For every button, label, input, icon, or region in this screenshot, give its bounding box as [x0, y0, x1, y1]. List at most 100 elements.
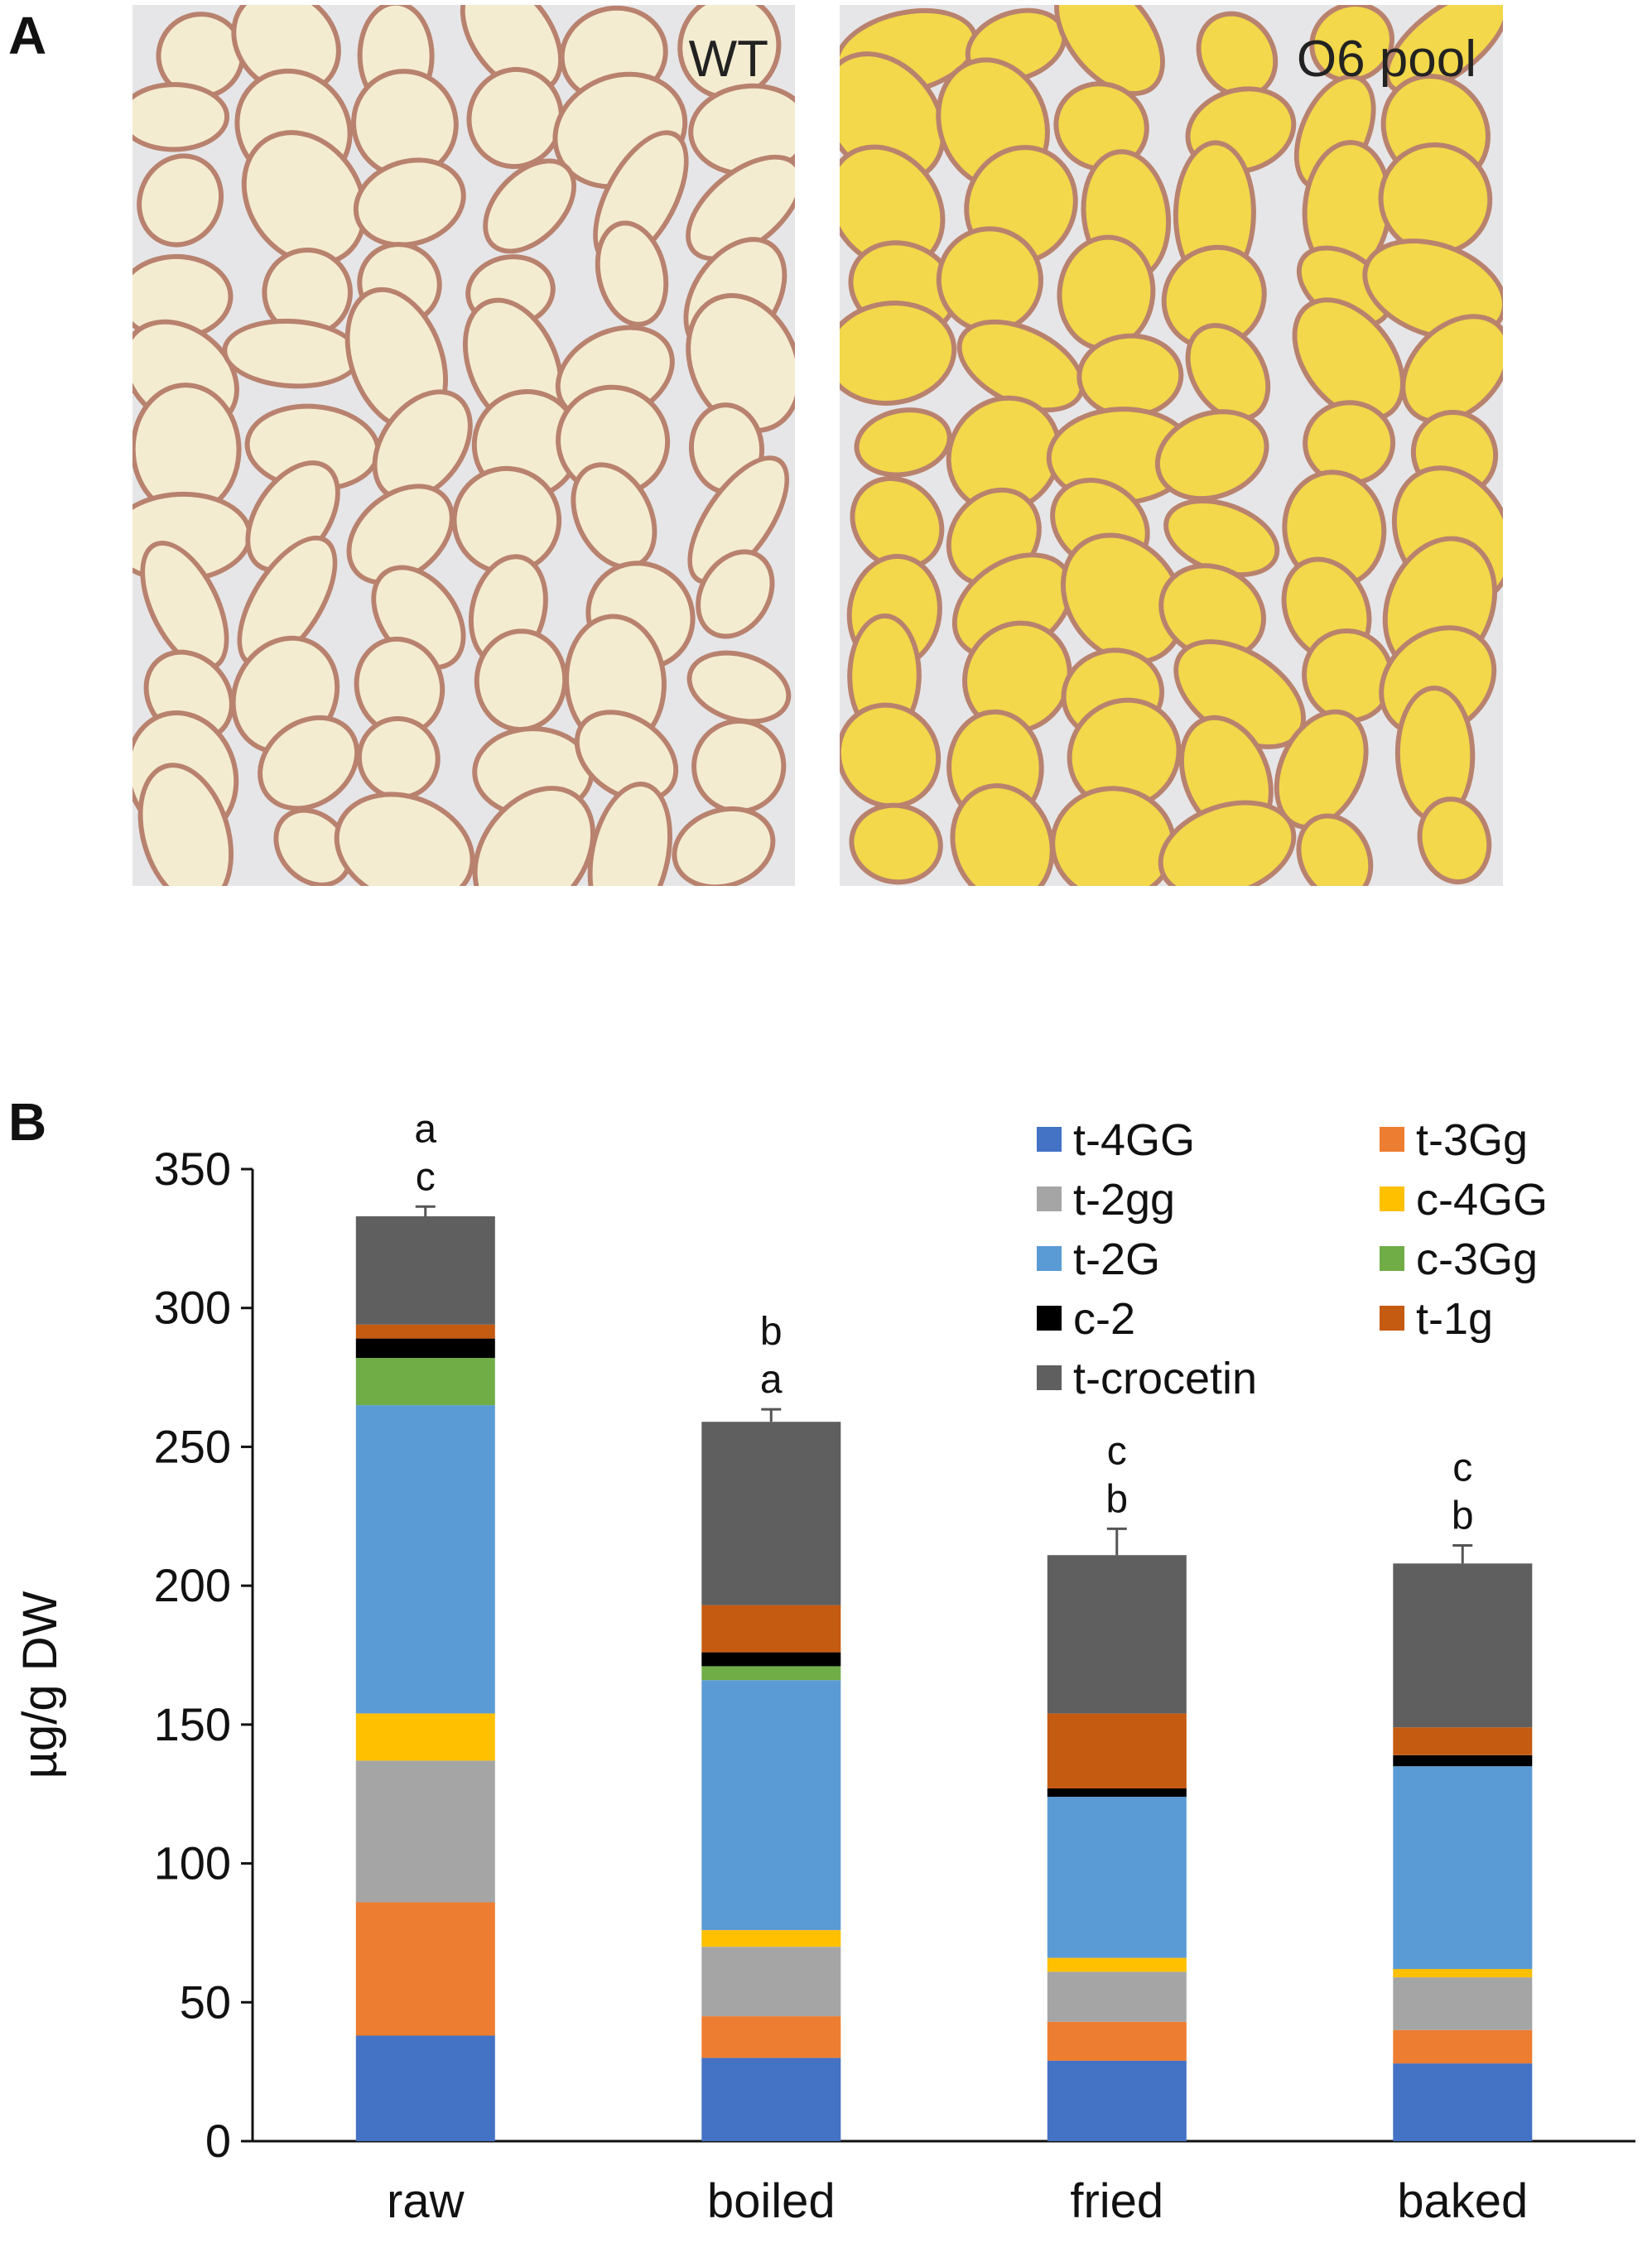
- potato-slice: [1067, 697, 1182, 811]
- significance-letter: b: [1452, 1495, 1474, 1538]
- legend-label: c-4GG: [1416, 1175, 1548, 1225]
- bar-segment-baked-t-1g: [1393, 1727, 1533, 1755]
- panel-letter-b: B: [8, 1092, 47, 1152]
- potato-slice: [156, 12, 245, 99]
- bar-segment-raw-c-2: [355, 1338, 495, 1359]
- potato-slice: [483, 158, 576, 254]
- potato-slice: [132, 253, 234, 341]
- legend-label: t-crocetin: [1073, 1354, 1257, 1403]
- potato-slice: [688, 83, 795, 177]
- potato-slice: [1292, 297, 1405, 422]
- potato-slice: [936, 226, 1043, 335]
- potato-slice: [353, 157, 466, 248]
- potato-slice: [1417, 797, 1492, 885]
- legend-swatch: [1380, 1306, 1404, 1331]
- significance-letter: c: [1452, 1446, 1472, 1490]
- y-tick-label: 200: [154, 1559, 231, 1611]
- potato-slice: [262, 247, 353, 338]
- potato-slice: [1161, 244, 1267, 350]
- bar-segment-fried-t-crocetin: [1047, 1555, 1187, 1714]
- potato-slice: [1060, 532, 1186, 665]
- x-tick-label-fried: fried: [1070, 2174, 1163, 2228]
- bar-segment-boiled-t-crocetin: [701, 1422, 841, 1605]
- bar-segment-raw-c-3Gg: [355, 1358, 495, 1406]
- potato-slice: [237, 535, 338, 668]
- potato-slice: [1400, 314, 1503, 425]
- potato-slice: [849, 802, 943, 885]
- bar-segment-fried-t-1g: [1047, 1713, 1187, 1788]
- potato-slice: [840, 702, 942, 809]
- bar-segment-baked-c-2: [1393, 1754, 1533, 1767]
- bar-segment-boiled-c-3Gg: [701, 1666, 841, 1681]
- legend-swatch: [1037, 1306, 1062, 1331]
- significance-letter: a: [760, 1358, 783, 1402]
- bar-segment-baked-c-4GG: [1393, 1969, 1533, 1978]
- legend-swatch: [1380, 1246, 1404, 1271]
- potato-slice: [356, 716, 441, 801]
- potato-slice: [1057, 234, 1156, 352]
- bar-segment-boiled-t-4GG: [701, 2058, 841, 2141]
- photo-wt-label: WT: [688, 31, 768, 88]
- wt-potato-illustration: [132, 5, 795, 886]
- potato-slice: [677, 5, 782, 100]
- legend-swatch: [1037, 1246, 1062, 1271]
- potato-slice: [334, 792, 475, 886]
- potato-slice: [574, 710, 679, 802]
- potato-slice: [587, 782, 672, 886]
- x-tick-label-raw: raw: [387, 2174, 465, 2228]
- potato-slice: [137, 153, 224, 248]
- bar-segment-raw-t-3Gg: [355, 1902, 495, 2036]
- potato-slice: [950, 783, 1055, 886]
- potato-slice: [1196, 11, 1279, 99]
- potato-slice: [691, 718, 787, 815]
- potato-slice: [1274, 709, 1369, 830]
- significance-letter: b: [1105, 1477, 1128, 1521]
- bar-segment-raw-t-2gg: [355, 1760, 495, 1903]
- potato-slice: [1053, 81, 1149, 172]
- potato-slice: [466, 66, 564, 170]
- bar-segment-fried-t-2G: [1047, 1797, 1187, 1958]
- y-tick-label: 250: [154, 1420, 231, 1472]
- y-tick-label: 150: [154, 1698, 231, 1750]
- legend-label: t-3Gg: [1416, 1115, 1528, 1165]
- potato-slice: [840, 301, 957, 406]
- y-tick-label: 300: [154, 1282, 231, 1334]
- legend-label: t-2gg: [1073, 1175, 1175, 1225]
- potato-slice: [1076, 333, 1184, 419]
- bar-segment-baked-t-4GG: [1393, 2063, 1533, 2141]
- significance-letter: c: [416, 1155, 436, 1199]
- bar-segment-boiled-t-1g: [701, 1605, 841, 1653]
- bar-segment-raw-t-crocetin: [355, 1216, 495, 1325]
- photo-o6-potatoes: O6 pool: [840, 5, 1503, 886]
- potato-slice: [346, 484, 455, 585]
- potato-slice: [686, 293, 795, 433]
- potato-slice: [132, 383, 242, 517]
- potato-slice: [137, 763, 234, 886]
- x-tick-label-boiled: boiled: [707, 2174, 836, 2228]
- potato-slice: [850, 475, 945, 570]
- potato-slice: [1309, 5, 1394, 84]
- legend-item-t-4GG: t-4GG: [1037, 1115, 1195, 1165]
- potato-slice: [1384, 5, 1503, 95]
- potato-slice: [1154, 409, 1269, 502]
- significance-letter: c: [1107, 1429, 1127, 1473]
- bar-segment-boiled-c-2: [701, 1652, 841, 1667]
- panel-letter-a: A: [8, 6, 47, 65]
- bar-segment-baked-t-3Gg: [1393, 2029, 1533, 2064]
- bar-segment-raw-t-2G: [355, 1405, 495, 1714]
- legend-item-c-2: c-2: [1037, 1294, 1135, 1344]
- potato-slice: [1185, 323, 1271, 422]
- bar-segment-boiled-t-3Gg: [701, 2016, 841, 2058]
- significance-letter: b: [760, 1310, 783, 1354]
- photo-o6-label: O6 pool: [1296, 31, 1476, 88]
- potato-slice: [696, 549, 775, 639]
- bar-segment-baked-t-2gg: [1393, 1977, 1533, 2030]
- bar-segment-boiled-t-2gg: [701, 1947, 841, 2017]
- legend-item-t-crocetin: t-crocetin: [1037, 1354, 1257, 1403]
- bar-segment-boiled-c-4GG: [701, 1930, 841, 1947]
- potato-slice: [354, 636, 446, 737]
- legend-label: c-3Gg: [1416, 1235, 1538, 1284]
- potato-slice: [372, 389, 473, 502]
- bar-segment-fried-t-2gg: [1047, 1971, 1187, 2022]
- y-tick-label: 350: [154, 1143, 231, 1195]
